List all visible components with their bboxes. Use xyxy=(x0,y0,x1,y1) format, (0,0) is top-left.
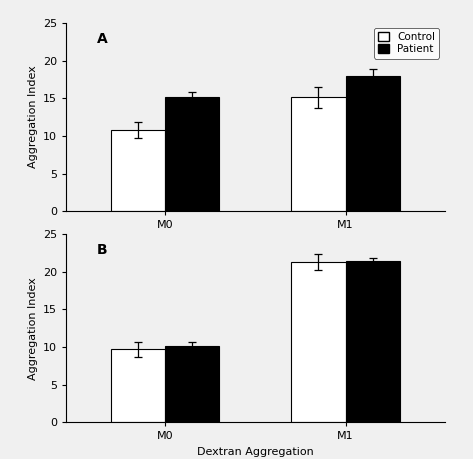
Legend: Control, Patient: Control, Patient xyxy=(374,28,439,59)
Text: B: B xyxy=(96,243,107,257)
X-axis label: Dextran Aggregation: Dextran Aggregation xyxy=(197,447,314,457)
Bar xyxy=(166,97,219,211)
X-axis label: Autologous Plasma Aggregation: Autologous Plasma Aggregation xyxy=(166,236,344,246)
Text: A: A xyxy=(96,32,107,46)
Bar xyxy=(111,130,166,211)
Bar xyxy=(345,76,400,211)
Y-axis label: Aggregation Index: Aggregation Index xyxy=(27,66,37,168)
Bar xyxy=(166,346,219,422)
Y-axis label: Aggregation Index: Aggregation Index xyxy=(27,277,37,380)
Bar xyxy=(291,97,345,211)
Bar xyxy=(345,261,400,422)
Bar xyxy=(291,262,345,422)
Bar xyxy=(111,349,166,422)
